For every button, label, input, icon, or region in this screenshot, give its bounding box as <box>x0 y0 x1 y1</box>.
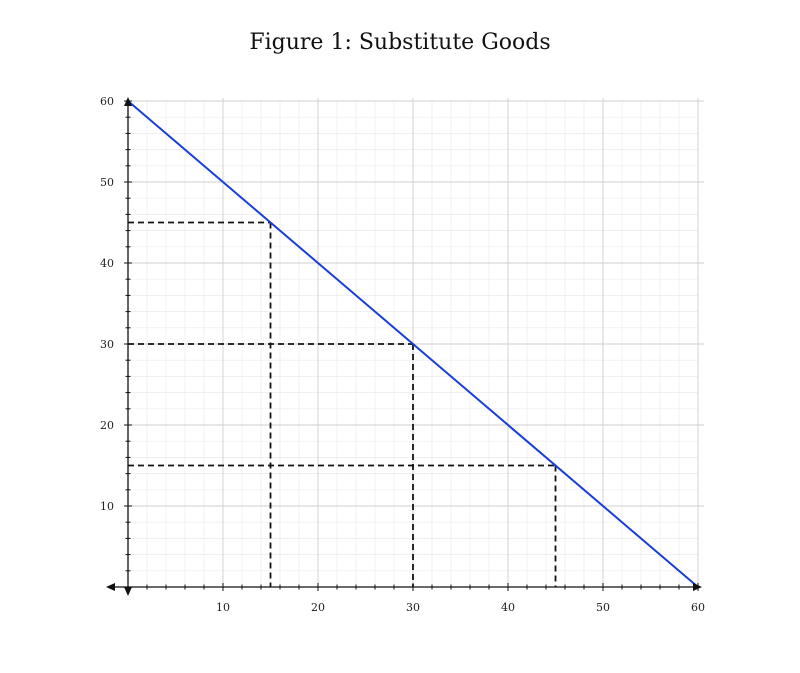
x-axis-left-arrow <box>106 583 115 591</box>
y-axis-bottom-arrow <box>124 587 132 596</box>
y-tick-label: 50 <box>100 176 114 189</box>
tick-labels: 10 20 30 40 50 60 10 20 30 40 50 60 <box>100 95 705 614</box>
y-tick-label: 10 <box>100 500 114 513</box>
major-grid <box>128 98 704 587</box>
y-tick-label: 30 <box>100 338 114 351</box>
x-tick-label: 50 <box>596 601 610 614</box>
axis-ticks <box>124 100 699 591</box>
axes <box>106 97 702 596</box>
reference-dashed-lines <box>128 221 557 587</box>
y-tick-label: 60 <box>100 95 114 108</box>
y-tick-label: 20 <box>100 419 114 432</box>
series-line <box>127 100 699 588</box>
x-tick-label: 10 <box>216 601 230 614</box>
x-tick-label: 60 <box>691 601 705 614</box>
x-tick-label: 20 <box>311 601 325 614</box>
x-tick-label: 30 <box>406 601 420 614</box>
figure-title: Figure 1: Substitute Goods <box>249 30 551 55</box>
y-tick-label: 40 <box>100 257 114 270</box>
x-tick-label: 40 <box>501 601 515 614</box>
series-lines <box>127 100 699 588</box>
